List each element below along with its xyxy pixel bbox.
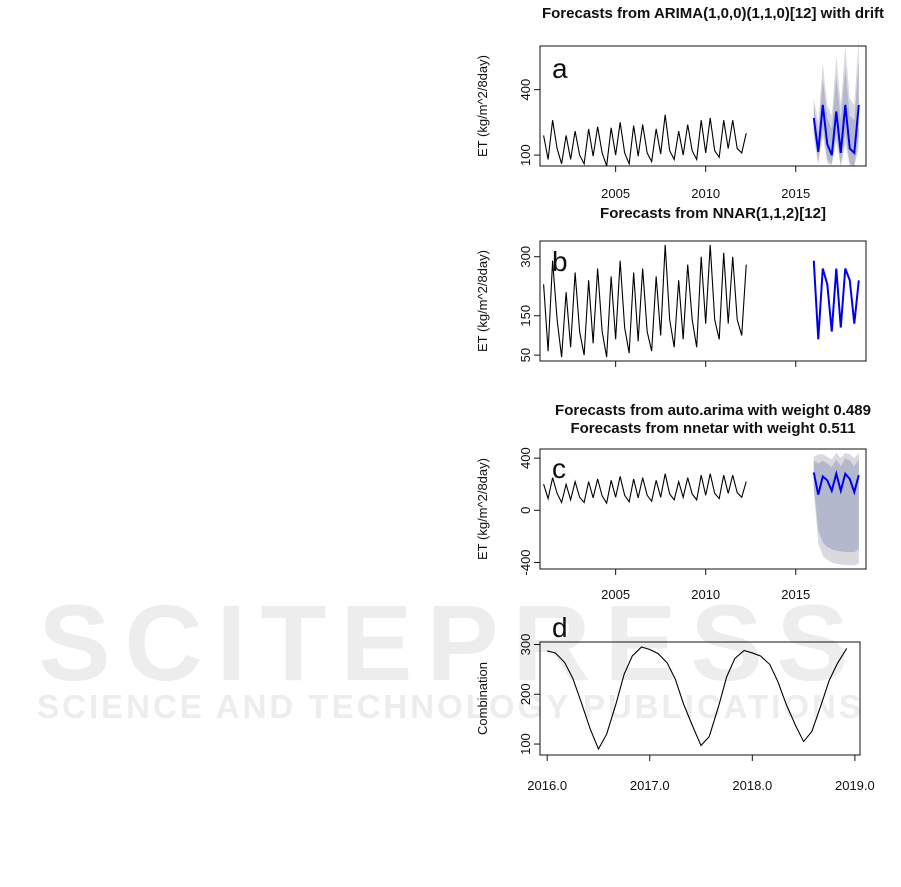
y-tick-label-c: 0 [518,507,533,514]
chart-title-a: Forecasts from ARIMA(1,0,0)(1,1,0)[12] w… [542,5,884,22]
panel-label-b: b [552,246,568,277]
plot-frame-d [539,641,861,756]
y-axis-label-b: ET (kg/m^2/8day) [475,250,490,352]
panel-label-a: a [552,53,568,84]
x-tick-label-a: 2010 [691,186,720,201]
chart-title-c: Forecasts from auto.arima with weight 0.… [555,402,871,419]
plot-frame-a [539,45,867,167]
chart-title-b: Forecasts from NNAR(1,1,2)[12] [600,205,826,222]
x-tick-label-c: 2005 [601,587,630,602]
x-tick-label-d: 2017.0 [630,778,670,793]
history-line-a [543,114,747,167]
x-tick-label-d: 2018.0 [732,778,772,793]
y-tick-label-c: -400 [518,549,533,575]
x-tick-label-d: 2016.0 [527,778,567,793]
history-line-c [543,473,747,505]
y-tick-label-a: 100 [518,144,533,166]
y-tick-label-b: 150 [518,305,533,327]
forecast-line-a [812,104,860,156]
y-tick-label-d: 100 [518,733,533,755]
x-tick-label-c: 2015 [781,587,810,602]
x-tick-label-a: 2015 [781,186,810,201]
y-tick-label-b: 50 [518,348,533,362]
y-tick-label-c: 400 [518,447,533,469]
combination-line-d [547,646,848,751]
y-axis-label-c: ET (kg/m^2/8day) [475,458,490,560]
panel-label-d: d [552,612,568,643]
pi80-band-c [813,458,859,553]
y-axis-label-a: ET (kg/m^2/8day) [475,55,490,157]
y-tick-label-d: 200 [518,683,533,705]
y-tick-label-a: 400 [518,79,533,101]
panel-label-c: c [552,453,566,484]
forecast-line-c [812,469,860,496]
x-tick-label-c: 2010 [691,587,720,602]
history-line-b [543,244,747,358]
plot-frame-c [539,448,867,570]
y-axis-label-d: Combination [475,662,490,735]
y-tick-label-b: 300 [518,246,533,268]
forecast-line-b [812,260,860,340]
y-tick-label-d: 300 [518,634,533,656]
chart-subtitle-c: Forecasts from nnetar with weight 0.511 [570,420,855,437]
x-tick-label-a: 2005 [601,186,630,201]
plot-frame-b [539,240,867,362]
x-tick-label-d: 2019.0 [835,778,875,793]
